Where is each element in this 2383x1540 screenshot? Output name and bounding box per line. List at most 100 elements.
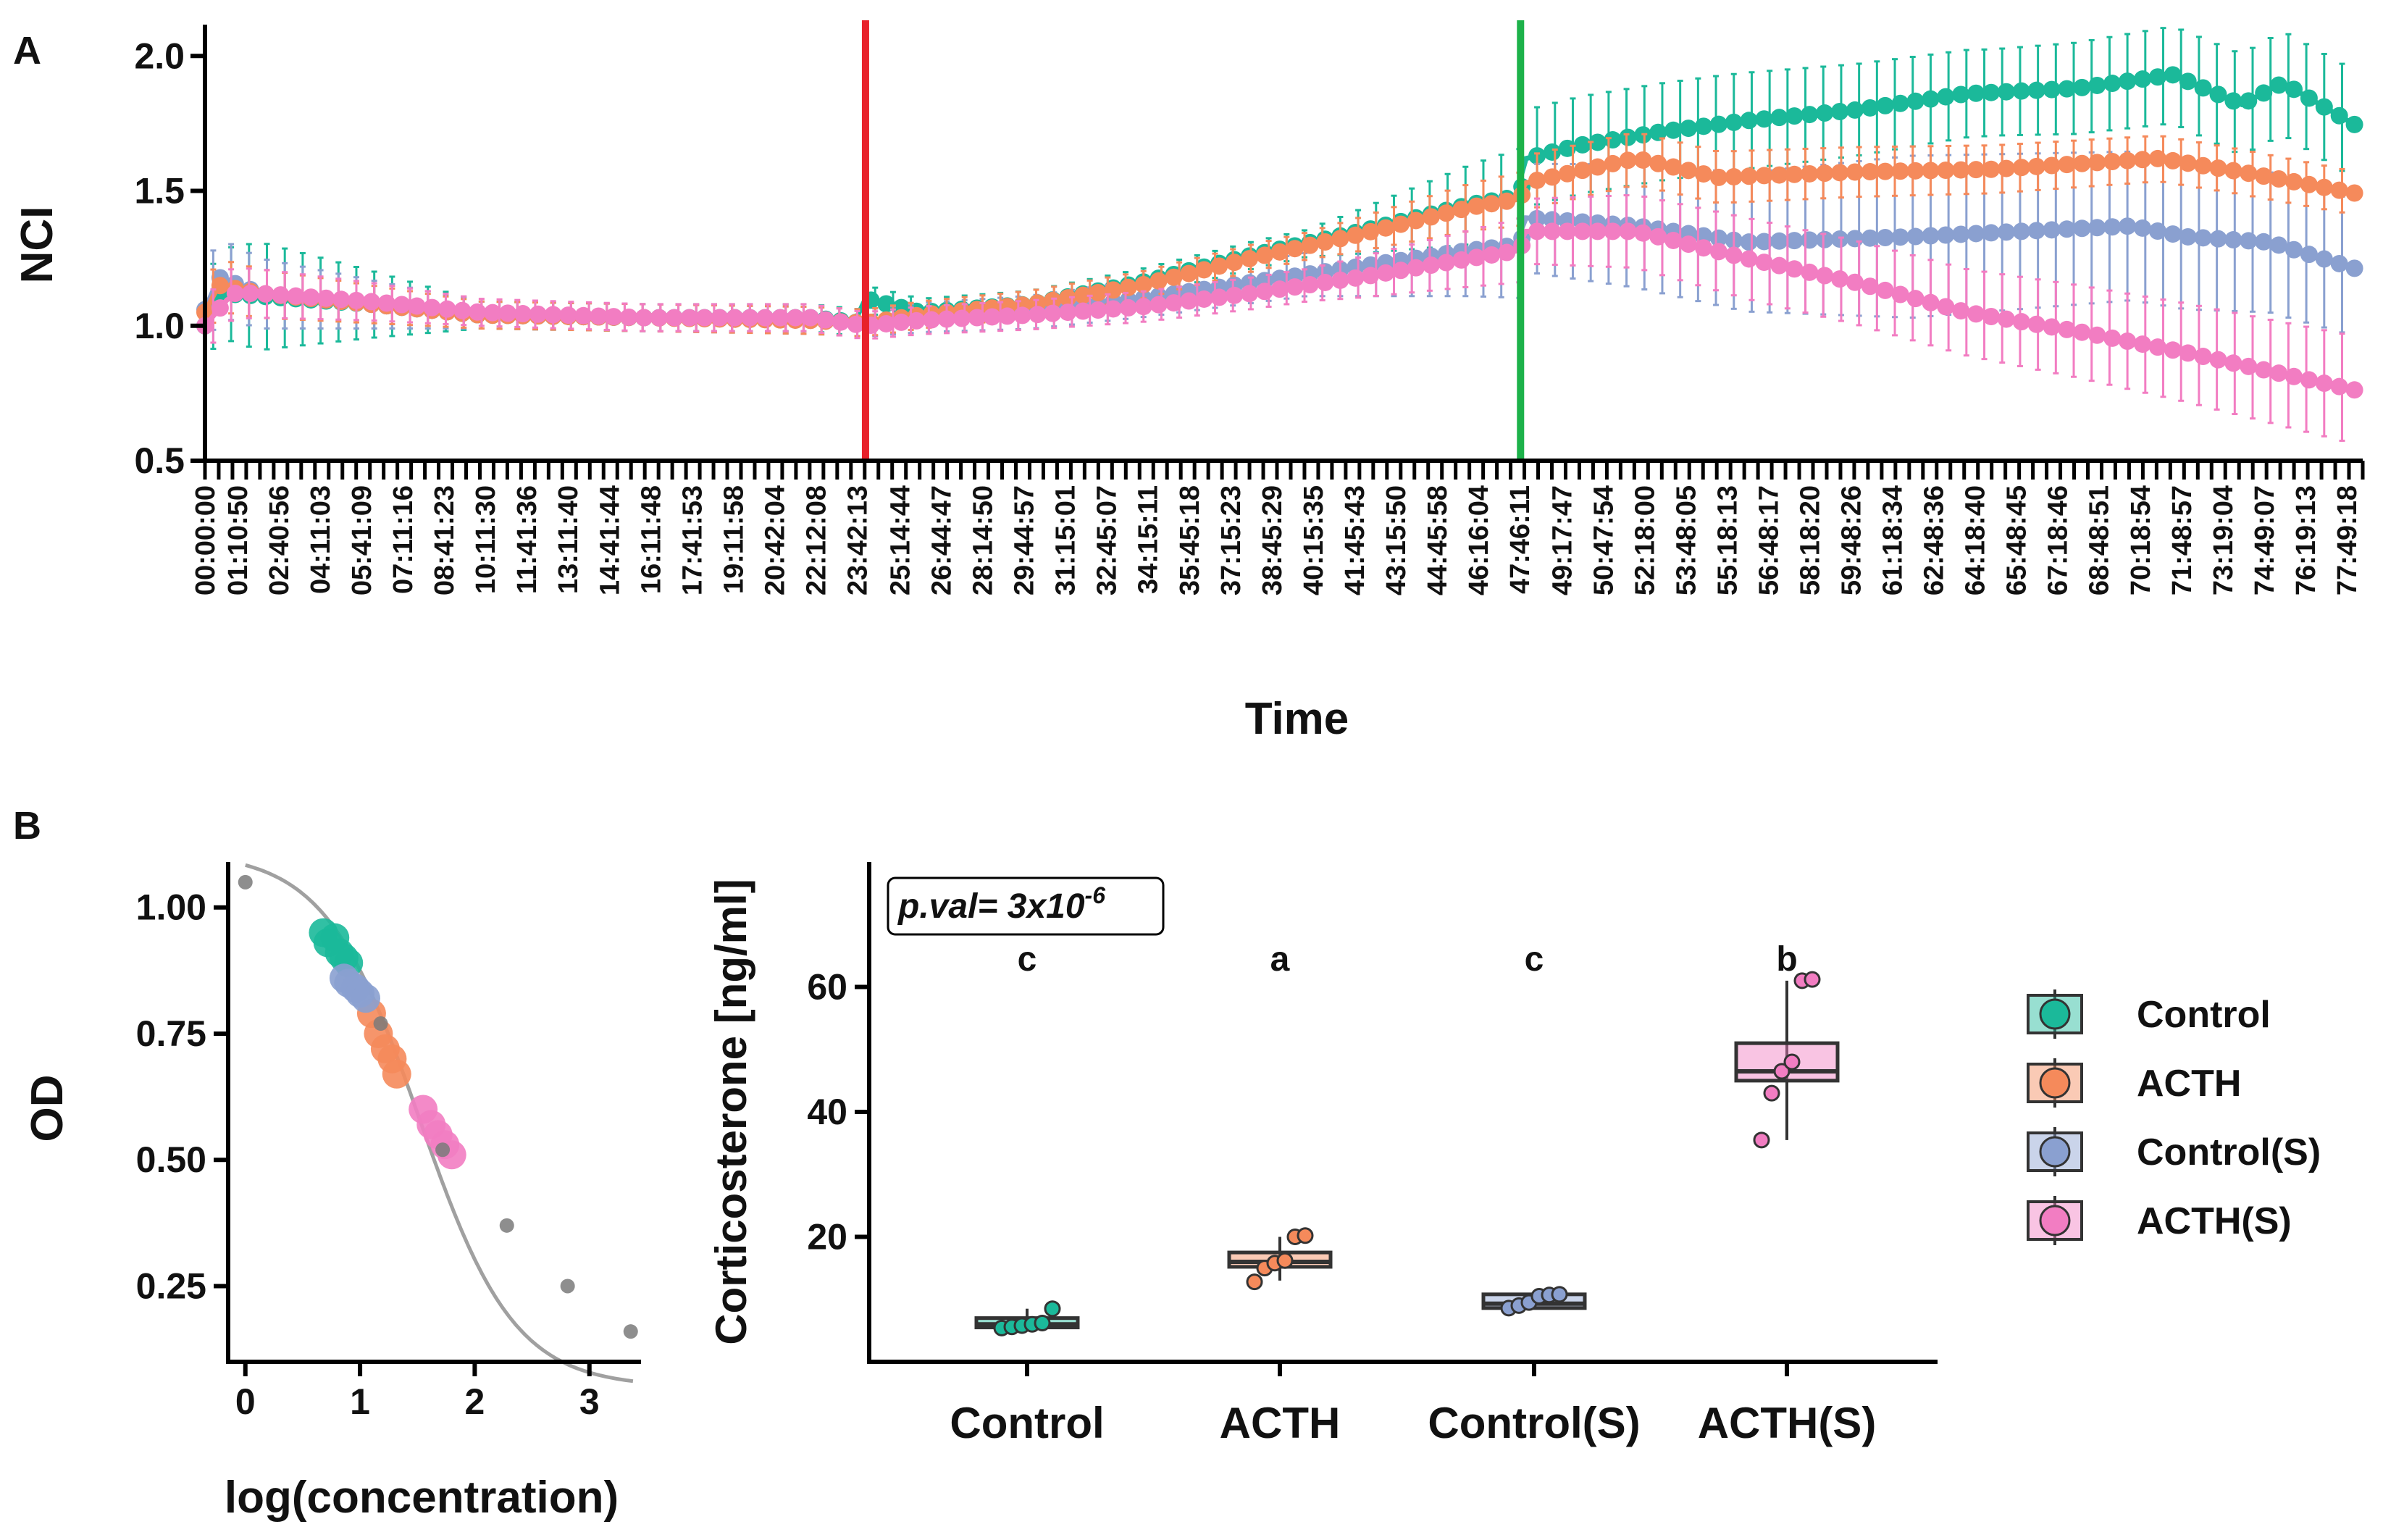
x-tick-label: 59:48:26 <box>1837 485 1867 595</box>
legend-marker <box>2039 998 2071 1030</box>
data-point <box>1846 101 1864 119</box>
data-point <box>1876 229 1894 247</box>
data-point <box>1195 261 1213 279</box>
data-point <box>1922 227 1940 245</box>
data-point <box>1709 168 1727 186</box>
data-point <box>590 307 608 325</box>
data-point <box>1709 243 1727 261</box>
data-point <box>1210 257 1228 275</box>
x-axis-label: log(concentration) <box>225 1473 619 1523</box>
data-point <box>2270 236 2288 254</box>
data-point <box>877 295 895 313</box>
data-point <box>2148 68 2166 86</box>
data-point <box>1831 164 1849 182</box>
data-point <box>2148 222 2166 240</box>
y-tick-label: 1.0 <box>134 306 185 346</box>
data-point <box>847 315 865 333</box>
data-point <box>1725 113 1743 131</box>
data-point <box>438 300 456 318</box>
data-point <box>998 307 1016 325</box>
data-point <box>1952 302 1970 320</box>
data-point <box>1831 230 1849 248</box>
data-point <box>1952 85 1970 104</box>
data-point <box>1906 290 1925 308</box>
data-point <box>1528 222 1546 240</box>
data-point <box>469 303 487 321</box>
x-tick-label: 02:40:56 <box>264 485 295 595</box>
x-tick-label: 65:48:45 <box>2002 485 2032 595</box>
legend-marker <box>2039 1136 2071 1168</box>
data-point <box>559 306 577 325</box>
data-point <box>1906 162 1925 180</box>
x-tick-label: 58:18:20 <box>1796 485 1826 595</box>
data-point <box>2345 381 2363 399</box>
data-point <box>1044 291 1062 309</box>
y-tick-label: 0.50 <box>136 1139 206 1180</box>
legend-item: ACTH <box>2027 1058 2241 1108</box>
data-point <box>1297 1227 1314 1244</box>
data-point <box>1604 222 1622 240</box>
data-point <box>2315 98 2333 116</box>
data-point <box>2224 92 2242 110</box>
data-point <box>1619 151 1637 170</box>
data-point <box>1922 162 1940 180</box>
data-point <box>2012 82 2030 100</box>
data-point <box>1331 271 1349 289</box>
data-point <box>1937 298 1955 316</box>
data-point <box>1089 283 1107 301</box>
data-point <box>1165 294 1183 312</box>
data-point <box>816 311 834 329</box>
box-controls <box>1481 1286 1587 1317</box>
legend-item: Control <box>2027 989 2271 1039</box>
data-point <box>2330 106 2348 125</box>
x-tick-label: 67:18:46 <box>2043 485 2074 595</box>
data-point <box>2119 151 2137 170</box>
data-point <box>2012 159 2030 177</box>
data-point <box>2179 227 2197 246</box>
x-tick-label: 32:45:07 <box>1092 485 1122 595</box>
data-point <box>2012 313 2030 331</box>
data-point <box>741 309 759 327</box>
data-point <box>302 288 320 306</box>
data-point <box>1801 164 1819 183</box>
standard-point <box>499 1218 514 1233</box>
data-point <box>2164 225 2182 243</box>
data-point <box>1982 160 2001 178</box>
data-point <box>2224 354 2242 372</box>
data-point <box>1241 285 1259 303</box>
data-point <box>1029 306 1047 324</box>
data-point <box>1301 276 1319 294</box>
data-point <box>1437 254 1455 272</box>
data-point <box>1876 96 1894 114</box>
data-point <box>2134 151 2152 169</box>
fit-curve <box>245 863 634 1384</box>
sample-point <box>351 984 380 1013</box>
y-tick-label: 2.0 <box>134 35 185 76</box>
data-point <box>1967 161 1985 179</box>
data-point <box>2194 79 2212 97</box>
x-tick-label: 73:19:04 <box>2208 485 2239 595</box>
data-point <box>1831 102 1849 120</box>
data-point <box>1937 162 1955 180</box>
data-point <box>2073 78 2091 96</box>
x-tick-label: 62:48:36 <box>1919 485 1950 595</box>
x-tick-label: 41:45:43 <box>1340 485 1370 595</box>
legend-label: Control <box>2137 994 2271 1036</box>
data-point <box>1861 163 1879 181</box>
data-point <box>1119 298 1137 317</box>
data-point <box>2255 167 2273 185</box>
x-tick-label: 13:11:40 <box>553 485 584 594</box>
data-point <box>272 286 290 304</box>
data-point <box>1543 222 1561 240</box>
data-point <box>1770 256 1788 275</box>
data-point <box>2027 222 2045 240</box>
y-tick-label: 0.75 <box>136 1013 206 1054</box>
x-tick-label: 74:49:07 <box>2250 485 2280 595</box>
data-point <box>726 309 744 327</box>
data-point <box>1785 232 1804 250</box>
data-point <box>1922 90 1940 108</box>
data-point <box>1588 222 1607 240</box>
data-point <box>1982 224 2001 242</box>
data-point <box>2270 170 2288 188</box>
data-point <box>1649 154 1667 172</box>
